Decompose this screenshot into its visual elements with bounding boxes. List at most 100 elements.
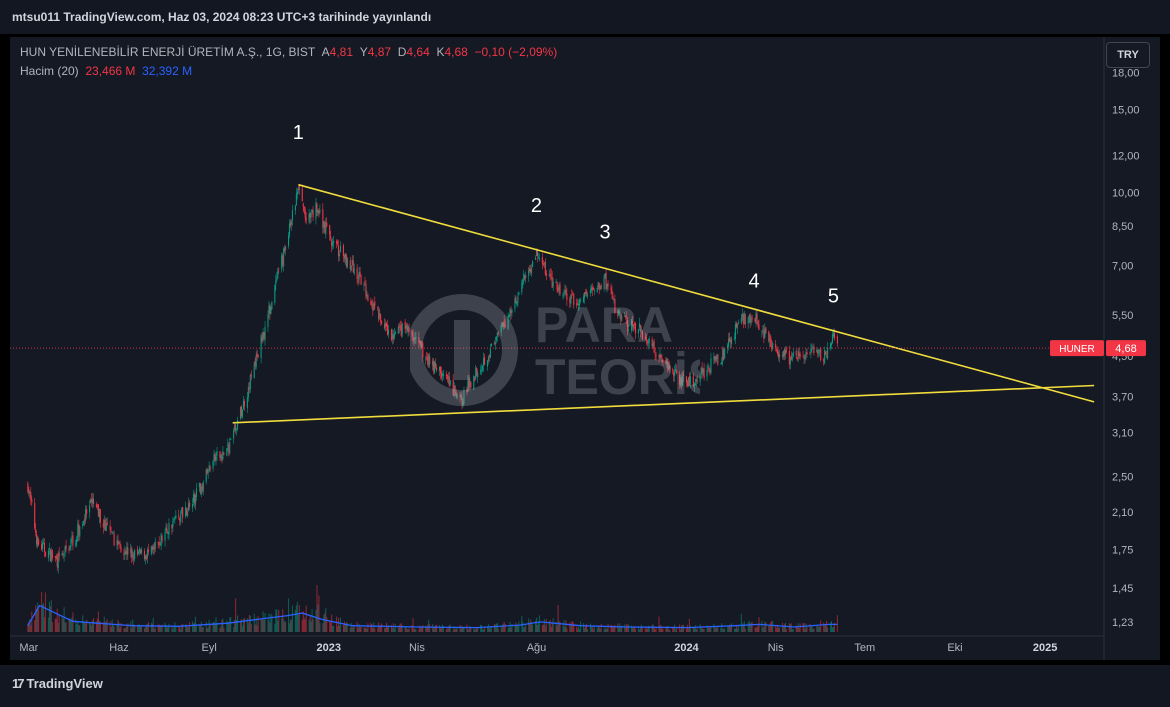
volume-bar: [385, 622, 388, 632]
candle-body: [687, 377, 689, 386]
candle-body: [784, 349, 786, 355]
volume-bar: [441, 624, 443, 632]
volume-ma-line: [27, 604, 838, 629]
candle-body: [550, 274, 552, 276]
volume-bar: [256, 625, 258, 632]
currency-button[interactable]: TRY: [1106, 42, 1150, 68]
candle-body: [660, 354, 662, 358]
candle-body: [422, 343, 424, 358]
candle-body: [556, 282, 558, 290]
candle-body: [174, 516, 176, 519]
volume-bar: [296, 601, 298, 632]
volume-bar: [442, 626, 444, 632]
volume-bar: [257, 616, 259, 632]
candle-body: [428, 354, 430, 366]
candle-body: [233, 430, 235, 439]
volume-bar: [393, 628, 395, 632]
candle-body: [194, 495, 196, 506]
volume-bar: [522, 621, 524, 632]
candle-body: [175, 515, 177, 519]
volume-bar: [290, 619, 293, 632]
volume-bar: [818, 627, 820, 632]
volume-bar: [733, 628, 736, 632]
candle-body: [337, 245, 340, 257]
volume-bar: [359, 626, 361, 632]
candle-body: [669, 365, 671, 370]
candle-body: [235, 424, 237, 431]
volume-bar: [728, 626, 730, 632]
volume-bar: [741, 622, 743, 632]
volume-bar: [213, 621, 215, 632]
candle-body: [518, 292, 520, 295]
candle-body: [809, 353, 811, 355]
candle-body: [90, 499, 92, 504]
y-tick-label: 2,10: [1112, 507, 1133, 519]
candle-body: [247, 387, 249, 398]
volume-bar: [541, 624, 543, 632]
candle-body: [167, 532, 169, 534]
volume-bar: [77, 622, 79, 632]
volume-bar: [653, 626, 655, 632]
volume-bar: [124, 628, 126, 632]
volume-bar: [152, 618, 154, 632]
volume-bar: [772, 621, 774, 632]
x-tick-label: Eki: [947, 642, 962, 654]
candle-body: [445, 374, 447, 376]
volume-bar: [233, 626, 235, 632]
volume-bar: [294, 609, 296, 632]
volume-bar: [651, 624, 653, 632]
volume-bar: [440, 628, 442, 632]
candle-body: [276, 278, 278, 281]
volume-bar: [227, 621, 229, 632]
resistance-trendline[interactable]: [298, 183, 1095, 403]
candle-body: [573, 293, 575, 305]
volume-bar: [254, 624, 256, 632]
volume-bar: [195, 624, 197, 632]
volume-bar: [144, 627, 146, 632]
candle-body: [666, 358, 668, 365]
volume-bar: [105, 621, 107, 632]
volume-bar: [667, 625, 669, 632]
candle-body: [493, 343, 495, 345]
tradingview-logo[interactable]: 17 TradingView: [12, 676, 103, 691]
symbol-legend[interactable]: HUN YENİLENEBİLİR ENERJİ ÜRETİM A.Ş., 1G…: [20, 45, 557, 59]
volume-legend[interactable]: Hacim (20) 23,466 M 32,392 M: [20, 64, 192, 78]
candle-body: [38, 539, 40, 545]
volume-bar: [260, 619, 262, 632]
volume-bar: [722, 628, 724, 632]
volume-bar: [803, 623, 805, 632]
volume-bar: [742, 624, 744, 632]
candle-body: [645, 336, 647, 341]
volume-bar: [516, 624, 518, 632]
volume-bar: [826, 620, 828, 632]
volume-bar: [309, 616, 311, 632]
volume-bar: [470, 627, 472, 632]
volume-bar: [230, 617, 232, 632]
volume-bar: [707, 628, 709, 632]
chart-panel[interactable]: [10, 37, 1160, 660]
candle-body: [634, 323, 637, 334]
volume-bar: [604, 626, 606, 632]
candle-body: [352, 260, 354, 272]
candle-body: [764, 328, 766, 338]
x-tick-label: Tem: [854, 642, 875, 654]
volume-bar: [427, 624, 429, 632]
volume-bar: [487, 624, 490, 632]
candle-body: [644, 337, 646, 339]
candle-body: [208, 465, 210, 469]
candle-body: [41, 542, 44, 549]
volume-bar: [298, 605, 300, 632]
candle-body: [790, 355, 792, 360]
volume-bar: [621, 625, 623, 632]
support-trendline[interactable]: [232, 384, 1095, 424]
candle-body: [70, 538, 72, 547]
volume-bar: [38, 609, 40, 632]
volume-bar: [143, 628, 146, 632]
y-tick-label: 5,50: [1112, 310, 1133, 322]
candle-body: [682, 374, 685, 376]
candle-body: [779, 354, 781, 358]
candle-body: [762, 329, 764, 330]
candle-body: [676, 370, 678, 374]
candle-body: [179, 518, 181, 521]
